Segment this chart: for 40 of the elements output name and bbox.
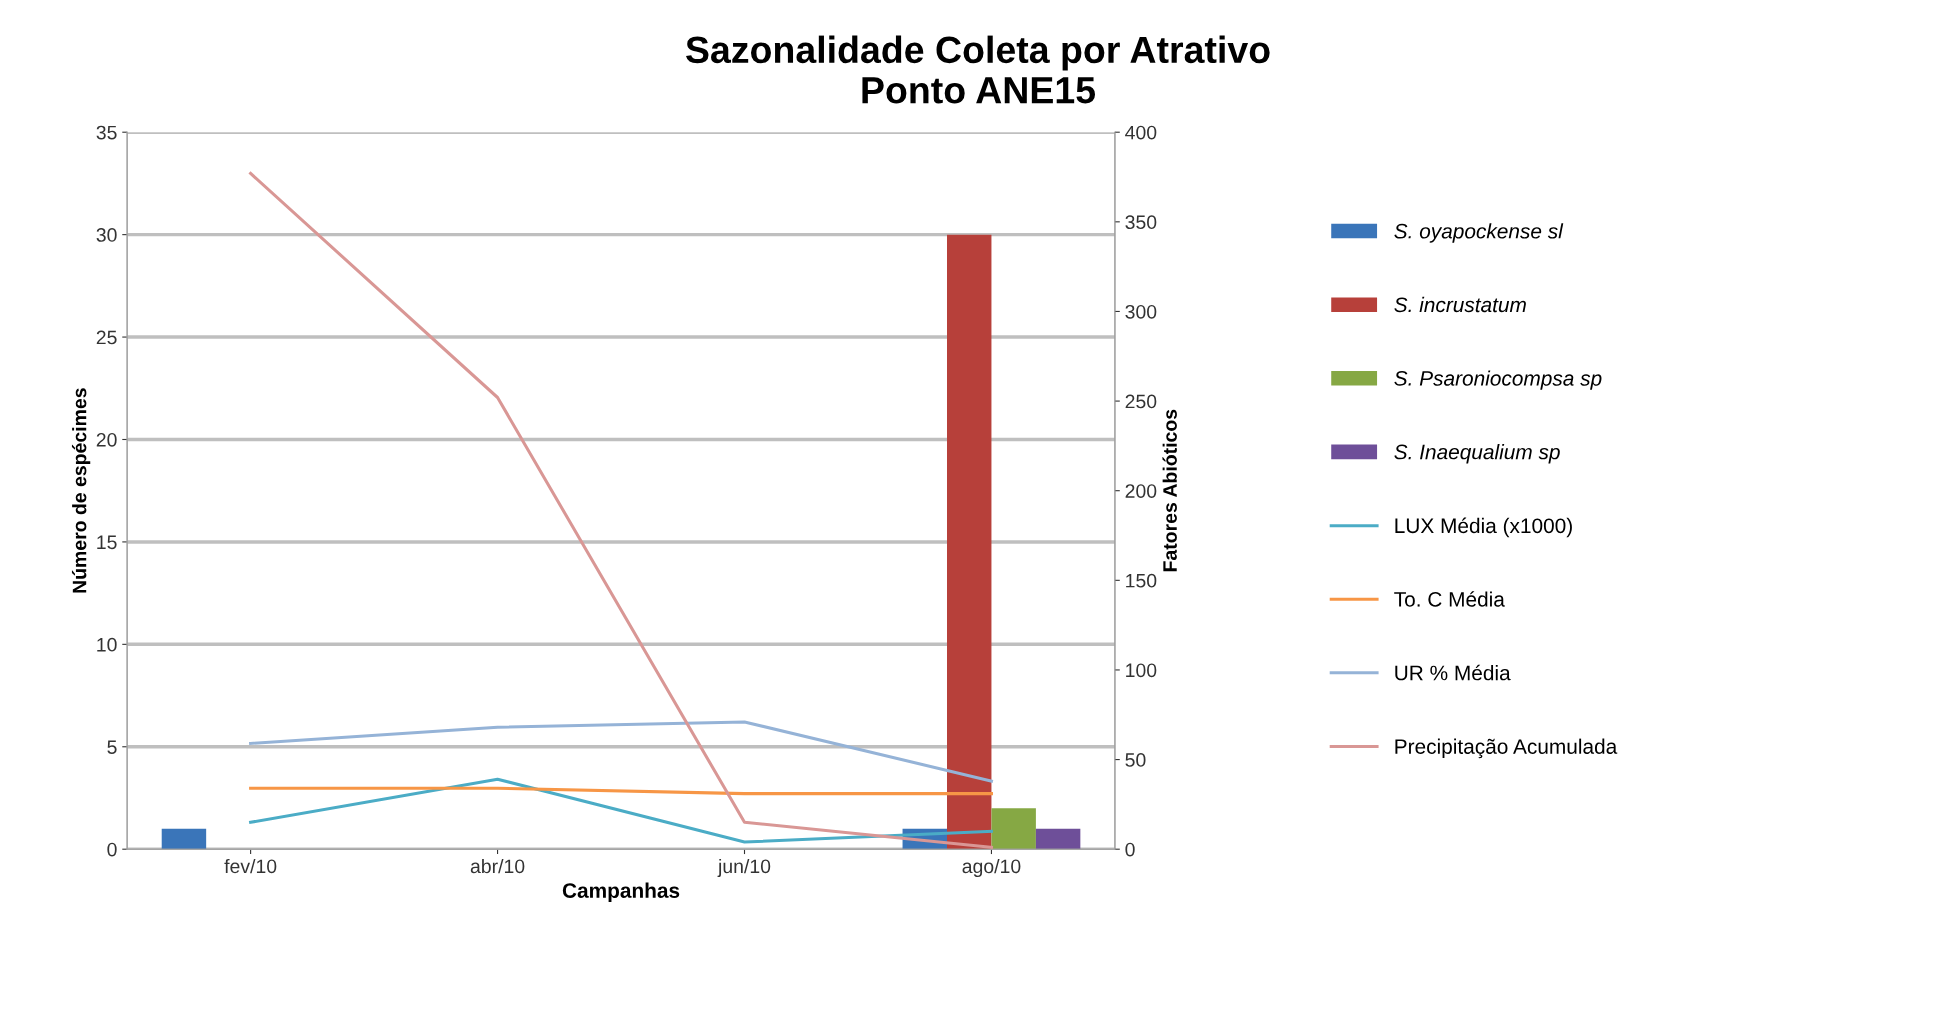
x-tick-label: ago/10 <box>962 858 1021 878</box>
line-series <box>249 777 993 844</box>
legend-label: Precipitação Acumulada <box>1395 738 1618 759</box>
legend-label: LUX Média (x1000) <box>1395 517 1572 538</box>
x-axis-title: Campanhas <box>562 882 680 903</box>
legend-label: S. Psaroniocompsa sp <box>1394 370 1602 390</box>
y-tick-label: 35 <box>96 125 117 140</box>
line-series <box>249 720 993 783</box>
bar <box>991 808 1036 850</box>
y-tick-label: 10 <box>97 637 117 652</box>
y2-axis-title: Fatores Abióticos <box>1162 409 1177 572</box>
bar <box>1035 828 1081 850</box>
y-tick-label: 30 <box>96 228 117 242</box>
legend-label: S. Inaequalium sp <box>1394 444 1560 464</box>
y2-tick-label: 300 <box>1125 304 1157 319</box>
y2-tick-label: 250 <box>1125 394 1157 409</box>
legend-label: S. oyapockense sl <box>1394 223 1564 243</box>
y-tick-label: 20 <box>96 432 117 447</box>
x-tick-label: abr/10 <box>470 858 525 874</box>
y2-tick-label: 350 <box>1125 215 1157 230</box>
line-series <box>249 171 993 849</box>
y2-tick-label: 150 <box>1126 573 1157 588</box>
y2-tick-label: 0 <box>1125 842 1135 857</box>
legend-label: S. incrustatum <box>1394 296 1526 313</box>
legend-label: To. C Média <box>1394 591 1505 607</box>
bar <box>947 234 992 850</box>
x-tick-label: fev/10 <box>224 858 277 874</box>
legend-label: UR % Média <box>1395 664 1511 681</box>
y-axis-title: Número de espécimes <box>71 388 91 593</box>
y2-tick-label: 200 <box>1125 484 1157 498</box>
y-tick-label: 0 <box>107 842 117 857</box>
y2-tick-label: 100 <box>1126 663 1157 678</box>
y2-tick-label: 50 <box>1125 753 1146 767</box>
x-tick-label: jun/10 <box>717 858 771 878</box>
y-tick-label: 15 <box>97 535 117 550</box>
y2-tick-label: 400 <box>1125 125 1157 140</box>
y-tick-label: 25 <box>96 330 117 345</box>
y-tick-label: 5 <box>107 740 117 755</box>
bar <box>161 828 207 850</box>
chart-title: Sazonalidade Coleta por Atrativo Ponto ANE15 <box>686 35 1270 104</box>
